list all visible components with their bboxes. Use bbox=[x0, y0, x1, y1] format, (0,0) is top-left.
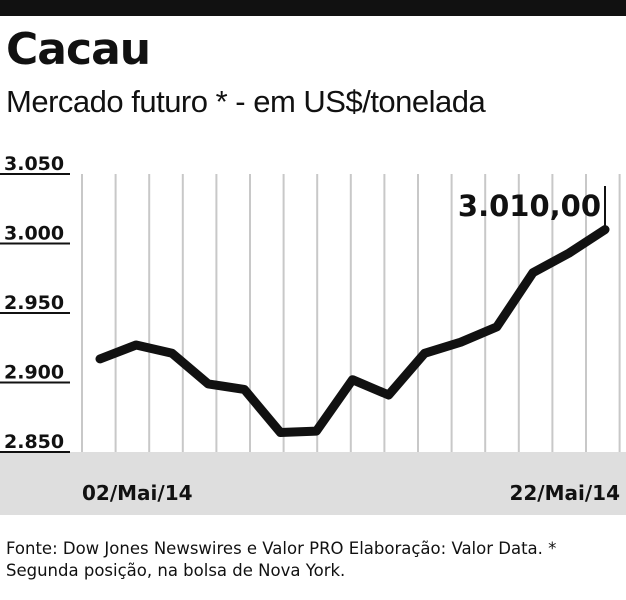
vertical-gridlines bbox=[81, 174, 621, 452]
y-tick-label: 3.000 bbox=[4, 223, 64, 245]
data-point bbox=[279, 432, 281, 434]
y-tick-label: 2.850 bbox=[4, 431, 64, 453]
x-axis-ticks: 02/Mai/14 22/Mai/14 bbox=[82, 481, 620, 505]
y-tick-label: 3.050 bbox=[4, 153, 64, 175]
x-axis-band bbox=[0, 452, 626, 515]
data-point bbox=[460, 341, 462, 343]
data-point bbox=[135, 344, 137, 346]
last-value-label: 3.010,00 bbox=[458, 189, 601, 223]
source-note: Fonte: Dow Jones Newswires e Valor PRO E… bbox=[6, 539, 557, 580]
x-tick-label-end: 22/Mai/14 bbox=[509, 481, 620, 505]
data-labels: 3.010,00 bbox=[458, 186, 606, 230]
data-point bbox=[243, 388, 245, 390]
y-tick-label: 2.900 bbox=[4, 362, 64, 384]
chart-title: Cacau bbox=[6, 24, 151, 75]
data-point bbox=[99, 358, 101, 360]
price-series bbox=[95, 225, 610, 437]
chart-subtitle: Mercado futuro * - em US$/tonelada bbox=[6, 84, 486, 119]
chart-canvas: 3.050 3.000 2.950 2.900 2.850 02/Mai/14 22/Ma… bbox=[0, 153, 626, 515]
x-axis-band-fill bbox=[0, 452, 626, 515]
data-point bbox=[315, 430, 317, 432]
line-chart: 3.050 3.000 2.950 2.900 2.850 02/Mai/14 22/Ma… bbox=[0, 150, 626, 520]
data-point bbox=[171, 352, 173, 354]
data-point bbox=[388, 394, 390, 396]
data-point bbox=[568, 252, 570, 254]
y-tick-label: 2.950 bbox=[4, 292, 64, 314]
data-point bbox=[352, 379, 353, 381]
data-point bbox=[496, 326, 498, 328]
data-point bbox=[532, 272, 534, 274]
price-line bbox=[95, 225, 610, 437]
data-point bbox=[207, 383, 209, 385]
x-tick-label-start: 02/Mai/14 bbox=[82, 481, 193, 505]
y-axis-ticks: 3.050 3.000 2.950 2.900 2.850 bbox=[0, 153, 70, 453]
data-point bbox=[424, 352, 426, 354]
top-rule bbox=[0, 0, 626, 16]
